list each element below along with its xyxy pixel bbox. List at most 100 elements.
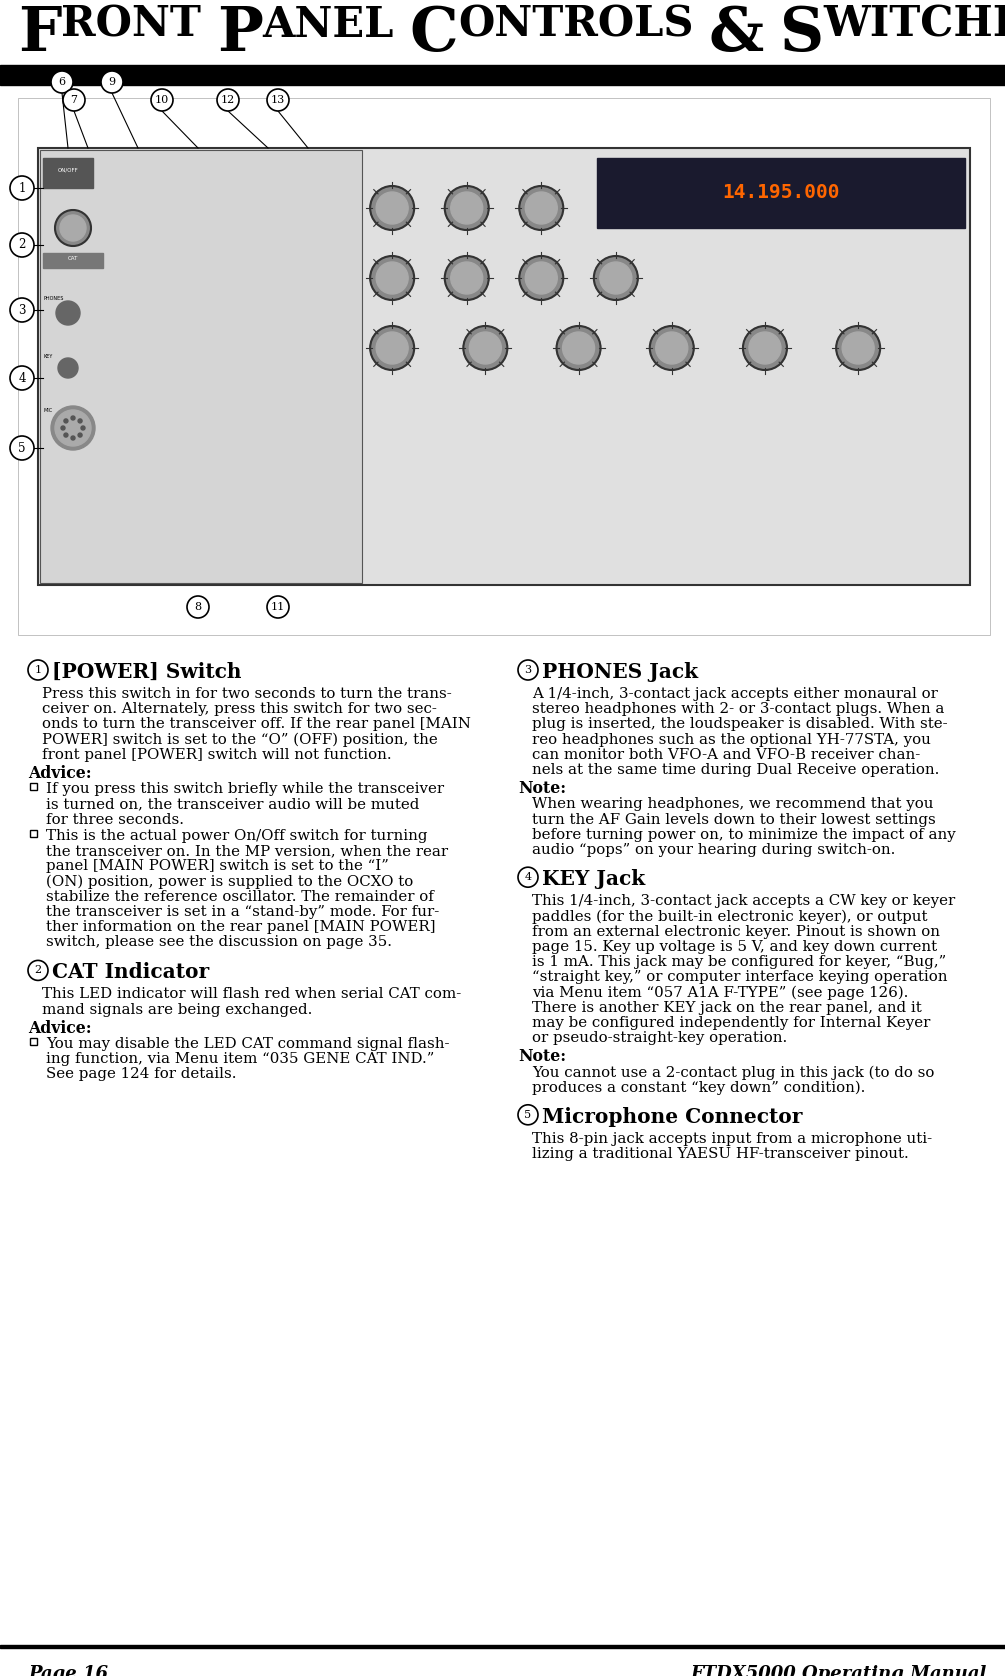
Text: Note:: Note:: [518, 781, 566, 798]
Bar: [0, 65, 1005, 85]
Text: for three seconds.: for three seconds.: [46, 813, 184, 826]
Circle shape: [10, 298, 34, 322]
Text: P: P: [217, 3, 262, 64]
Circle shape: [71, 416, 75, 421]
Text: Advice:: Advice:: [28, 1019, 91, 1037]
Circle shape: [563, 332, 595, 364]
Text: turn the AF Gain levels down to their lowest settings: turn the AF Gain levels down to their lo…: [532, 813, 936, 826]
Text: This 8-pin jack accepts input from a microphone uti-: This 8-pin jack accepts input from a mic…: [532, 1131, 932, 1146]
Circle shape: [520, 186, 563, 230]
Circle shape: [445, 256, 488, 300]
Circle shape: [463, 327, 508, 370]
Circle shape: [655, 332, 687, 364]
Text: mand signals are being exchanged.: mand signals are being exchanged.: [42, 1002, 313, 1017]
Circle shape: [187, 597, 209, 618]
Circle shape: [64, 419, 68, 422]
Circle shape: [71, 436, 75, 441]
Circle shape: [469, 332, 501, 364]
Text: 12: 12: [221, 96, 235, 106]
Text: ANEL: ANEL: [262, 3, 394, 45]
Text: lizing a traditional YAESU HF-transceiver pinout.: lizing a traditional YAESU HF-transceive…: [532, 1146, 909, 1161]
Text: ther information on the rear panel [MAIN POWER]: ther information on the rear panel [MAIN…: [46, 920, 435, 934]
Text: RONT: RONT: [61, 3, 201, 45]
Text: “straight key,” or computer interface keying operation: “straight key,” or computer interface ke…: [532, 970, 948, 984]
Text: This 1/4-inch, 3-contact jack accepts a CW key or keyer: This 1/4-inch, 3-contact jack accepts a …: [532, 895, 955, 908]
Circle shape: [743, 327, 787, 370]
Text: You may disable the LED CAT command signal flash-: You may disable the LED CAT command sign…: [46, 1037, 449, 1051]
Circle shape: [81, 426, 85, 431]
Circle shape: [55, 210, 91, 246]
Text: the transceiver on. In the MP version, when the rear: the transceiver on. In the MP version, w…: [46, 845, 448, 858]
Text: can monitor both VFO-A and VFO-B receiver chan-: can monitor both VFO-A and VFO-B receive…: [532, 747, 921, 763]
Circle shape: [376, 261, 408, 293]
Text: before turning power on, to minimize the impact of any: before turning power on, to minimize the…: [532, 828, 956, 841]
Text: ceiver on. Alternately, press this switch for two sec-: ceiver on. Alternately, press this switc…: [42, 702, 437, 716]
Circle shape: [518, 660, 538, 680]
Text: CAT: CAT: [67, 255, 78, 260]
Text: from an external electronic keyer. Pinout is shown on: from an external electronic keyer. Pinou…: [532, 925, 940, 939]
Text: CAT Indicator: CAT Indicator: [52, 962, 209, 982]
Text: page 15. Key up voltage is 5 V, and key down current: page 15. Key up voltage is 5 V, and key …: [532, 940, 937, 954]
Circle shape: [217, 89, 239, 111]
Text: C: C: [409, 3, 458, 64]
Circle shape: [78, 432, 82, 437]
Text: reo headphones such as the optional YH-77STA, you: reo headphones such as the optional YH-7…: [532, 732, 931, 746]
Text: is 1 mA. This jack may be configured for keyer, “Bug,”: is 1 mA. This jack may be configured for…: [532, 955, 947, 969]
Text: WITCHES: WITCHES: [824, 3, 1005, 45]
Circle shape: [600, 261, 632, 293]
Text: switch, please see the discussion on page 35.: switch, please see the discussion on pag…: [46, 935, 392, 949]
Circle shape: [10, 436, 34, 459]
Text: 13: 13: [271, 96, 285, 106]
Circle shape: [10, 365, 34, 391]
Circle shape: [61, 426, 65, 431]
Text: (ON) position, power is supplied to the OCXO to: (ON) position, power is supplied to the …: [46, 875, 413, 888]
Text: Page 16: Page 16: [28, 1664, 108, 1676]
Circle shape: [376, 332, 408, 364]
Circle shape: [58, 359, 78, 379]
Text: nels at the same time during Dual Receive operation.: nels at the same time during Dual Receiv…: [532, 763, 940, 778]
Bar: [30, 830, 37, 836]
Text: 10: 10: [155, 96, 169, 106]
Text: Microphone Connector: Microphone Connector: [542, 1106, 802, 1126]
Text: PHONES Jack: PHONES Jack: [542, 662, 698, 682]
Circle shape: [526, 193, 558, 225]
Circle shape: [28, 660, 48, 680]
Text: 14.195.000: 14.195.000: [723, 183, 840, 203]
Text: When wearing headphones, we recommend that you: When wearing headphones, we recommend th…: [532, 798, 934, 811]
Text: 6: 6: [58, 77, 65, 87]
Circle shape: [78, 419, 82, 422]
Text: produces a constant “key down” condition).: produces a constant “key down” condition…: [532, 1081, 865, 1094]
Text: 1: 1: [18, 181, 26, 194]
Circle shape: [267, 597, 289, 618]
Circle shape: [376, 193, 408, 225]
Text: [POWER] Switch: [POWER] Switch: [52, 662, 241, 682]
Text: KEY Jack: KEY Jack: [542, 870, 645, 890]
Text: 4: 4: [18, 372, 26, 384]
Text: 3: 3: [525, 665, 532, 675]
Circle shape: [749, 332, 781, 364]
Text: is turned on, the transceiver audio will be muted: is turned on, the transceiver audio will…: [46, 798, 419, 811]
Bar: [43, 158, 93, 188]
Text: 8: 8: [194, 602, 202, 612]
Circle shape: [842, 332, 874, 364]
Text: ONTROLS: ONTROLS: [458, 3, 693, 45]
Circle shape: [10, 176, 34, 199]
Circle shape: [51, 406, 95, 449]
Text: 2: 2: [18, 238, 26, 251]
Text: 1: 1: [34, 665, 41, 675]
Circle shape: [10, 233, 34, 256]
Text: There is another KEY jack on the rear panel, and it: There is another KEY jack on the rear pa…: [532, 1001, 922, 1014]
Text: F: F: [18, 3, 61, 64]
Text: 4: 4: [525, 872, 532, 882]
Circle shape: [518, 866, 538, 887]
Text: stabilize the reference oscillator. The remainder of: stabilize the reference oscillator. The …: [46, 890, 434, 903]
Text: may be configured independently for Internal Keyer: may be configured independently for Inte…: [532, 1016, 931, 1029]
Text: This is the actual power On/Off switch for turning: This is the actual power On/Off switch f…: [46, 830, 427, 843]
Text: POWER] switch is set to the “O” (OFF) position, the: POWER] switch is set to the “O” (OFF) po…: [42, 732, 438, 747]
Circle shape: [520, 256, 563, 300]
Circle shape: [60, 215, 86, 241]
Text: Press this switch in for two seconds to turn the trans-: Press this switch in for two seconds to …: [42, 687, 452, 701]
Text: 7: 7: [70, 96, 77, 106]
Bar: [597, 158, 965, 228]
Bar: [40, 149, 362, 583]
